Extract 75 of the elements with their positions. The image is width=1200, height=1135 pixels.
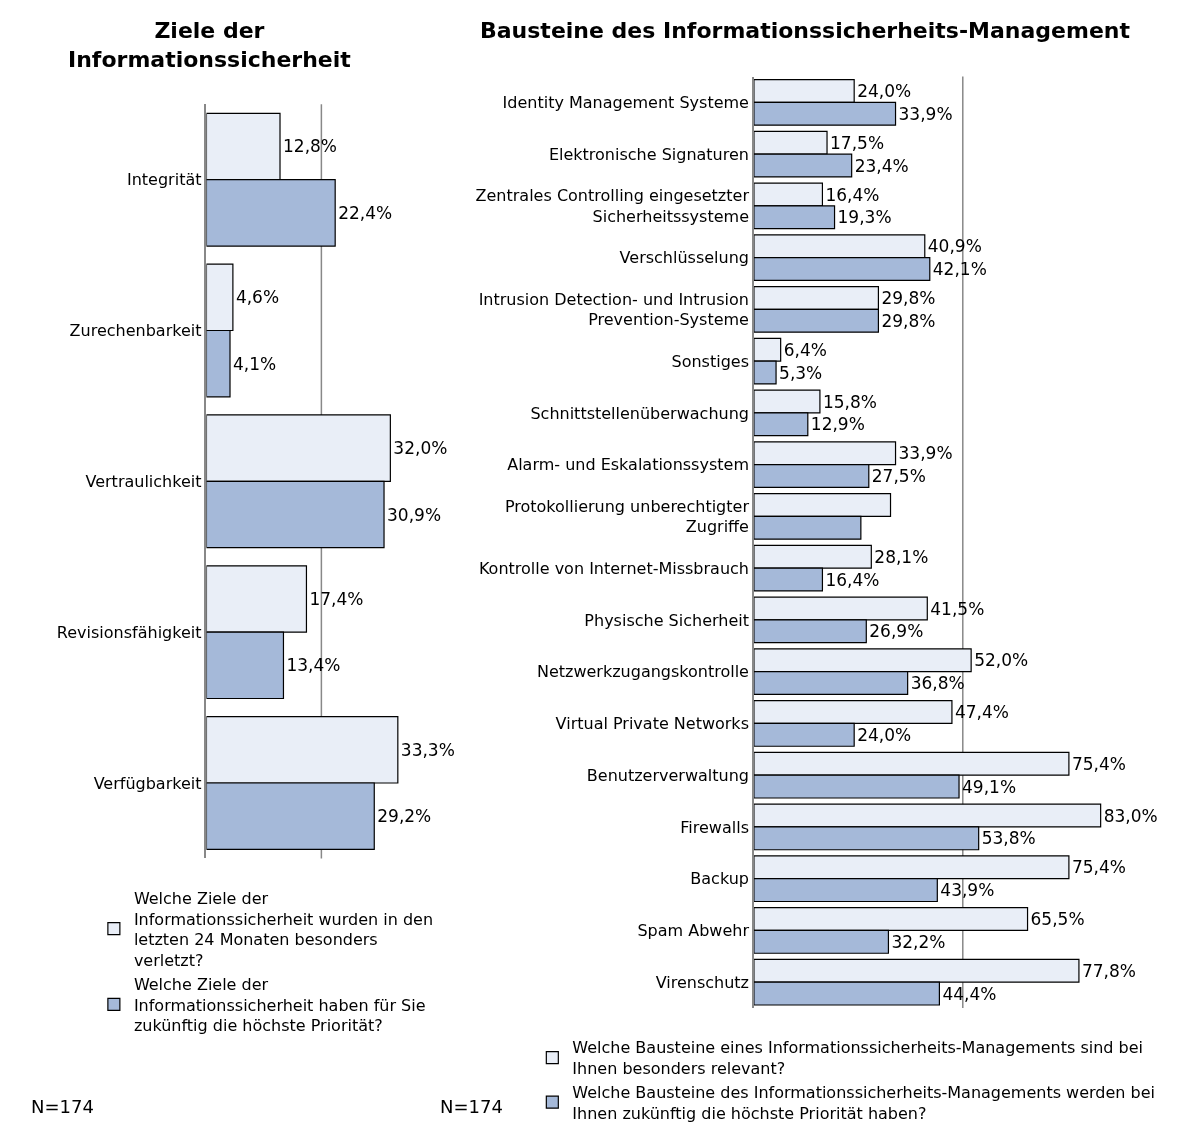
chart-title: Bausteine des Informationssicherheits-Management	[480, 18, 1131, 43]
y-tick-label: Alarm- und Eskalationssystem	[507, 455, 749, 475]
data-label: 26,9%	[869, 621, 924, 642]
text: N=174	[440, 1096, 503, 1117]
data-label: 29,2%	[377, 806, 432, 827]
data-label: 36,8%	[910, 673, 965, 694]
data-label: 15,8%	[822, 391, 877, 412]
data-label: 27,5%	[871, 466, 926, 487]
y-tick-label: Benutzerverwaltung	[586, 765, 749, 785]
y-tick-label: Kontrolle von Internet-Missbrauch	[478, 558, 749, 578]
data-label: 47,4%	[954, 702, 1009, 723]
text: N=174	[31, 1096, 94, 1117]
data-label: 6,4%	[783, 339, 827, 360]
y-tick-label: Vertraulichkeit	[85, 471, 202, 491]
data-label: 44,4%	[942, 983, 997, 1004]
y-tick-label: Revisionsfähigkeit	[56, 622, 202, 642]
data-label: 23,4%	[854, 155, 909, 176]
y-tick-label: Zurechenbarkeit	[69, 321, 202, 341]
data-label: 24,0%	[857, 81, 912, 102]
y-tick-label: Physische Sicherheit	[584, 610, 749, 630]
y-tick-label: Spam Abwehr	[637, 921, 750, 941]
data-label: 32,0%	[393, 438, 448, 459]
data-label: 19,3%	[837, 207, 892, 228]
data-label: 75,4%	[1071, 857, 1126, 878]
data-label: 12,8%	[283, 136, 338, 157]
y-tick-label: Zentrales Controlling eingesetzter Sicherheitssysteme	[475, 186, 750, 226]
y-tick-label: Virenschutz	[655, 972, 749, 992]
data-label: 4,6%	[235, 287, 280, 308]
data-label: 17,4%	[309, 588, 364, 609]
data-label: 75,4%	[1071, 753, 1126, 774]
data-label: 29,8%	[881, 288, 936, 309]
data-label: 49,1%	[962, 776, 1017, 797]
y-tick-label: Elektronische Signaturen	[548, 144, 749, 164]
y-tick-label: Schnittstellenüberwachung	[530, 403, 749, 423]
data-label: 33,9%	[898, 443, 953, 464]
y-tick-label: Integrität	[126, 170, 202, 190]
data-label: 40,9%	[927, 236, 982, 257]
data-label: 12,9%	[810, 414, 865, 435]
y-tick-label: Backup	[690, 869, 749, 889]
y-tick-label: Firewalls	[680, 817, 749, 837]
data-label: 52,0%	[974, 650, 1029, 671]
data-label: 24,0%	[857, 724, 912, 745]
data-label: 17,5%	[830, 132, 885, 153]
data-label: 22,4%	[338, 202, 393, 223]
data-label: 41,5%	[930, 598, 985, 619]
legend-label: Welche Bausteine des Informationssicherheits-Managements werden bei Ihnen zukünftig die höchste Priorität haben?	[572, 1083, 1156, 1123]
data-label: 43,9%	[940, 880, 995, 901]
data-label: 16,4%	[825, 569, 880, 590]
y-tick-label: Identity Management Systeme	[502, 93, 749, 113]
data-label: 30,9%	[387, 504, 442, 525]
y-tick-label: Virtual Private Networks	[555, 714, 749, 734]
legend-label: Welche Ziele der Informationssicherheit haben für Sie zukünftig die höchste Priorität?	[133, 974, 426, 1036]
data-label: 65,5%	[1030, 909, 1085, 930]
data-label: 16,4%	[825, 184, 880, 205]
y-tick-label: Protokollierung unberechtigter Zugriffe	[504, 496, 750, 537]
y-tick-label: Intrusion Detection- und Intrusion Prevention-Systeme	[478, 289, 749, 330]
data-label: 13,4%	[286, 655, 341, 676]
y-tick-label: Verfügbarkeit	[93, 773, 202, 793]
data-label: 83,0%	[1103, 805, 1158, 826]
data-label: 28,1%	[874, 546, 929, 567]
data-label: 42,1%	[932, 259, 987, 280]
data-label: 5,3%	[779, 362, 823, 383]
chart-title: Ziele der Informationssicherheit	[68, 18, 352, 72]
data-label: 33,9%	[898, 103, 953, 124]
y-tick-label: Netzwerkzugangskontrolle	[536, 662, 749, 682]
data-label: 29,8%	[881, 310, 936, 331]
data-label: 4,1%	[233, 353, 277, 374]
y-tick-label: Sonstiges	[671, 351, 749, 371]
data-label: 77,8%	[1081, 960, 1136, 981]
data-label: 32,2%	[891, 931, 946, 952]
data-label: 33,3%	[400, 739, 455, 760]
data-label: 53,8%	[981, 828, 1036, 849]
legend-label: Welche Ziele der Informationssicherheit wurden in den letzten 24 Monaten besonders verletzt?	[133, 888, 434, 971]
y-tick-label: Verschlüsselung	[619, 248, 749, 268]
legend-label: Welche Bausteine eines Informationssicherheits-Managements sind bei Ihnen besonders relevant?	[572, 1038, 1144, 1079]
